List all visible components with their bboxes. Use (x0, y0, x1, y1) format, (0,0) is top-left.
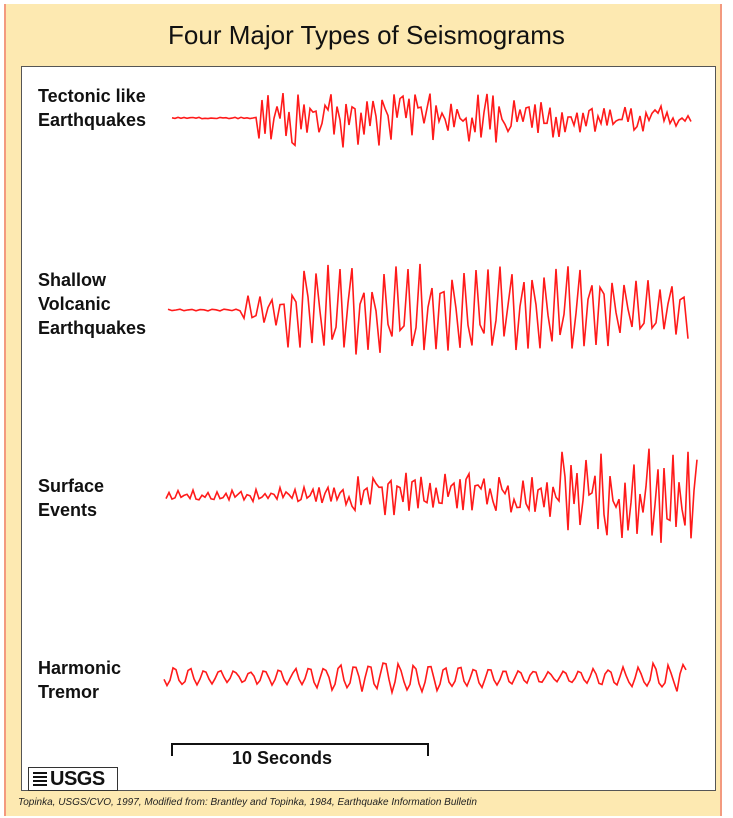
seismogram-panel (21, 66, 716, 791)
seismogram-trace-harmonic-tremor (163, 660, 687, 696)
page-title: Four Major Types of Seismograms (168, 20, 565, 50)
seismogram-trace-tectonic (171, 93, 692, 148)
usgs-logo-icon (33, 772, 47, 786)
row-label-harmonic-tremor: Harmonic Tremor (38, 658, 122, 702)
usgs-logo: USGS (28, 767, 118, 791)
credit-line: Topinka, USGS/CVO, 1997, Modified from: … (18, 797, 477, 808)
row-label-shallow-volcanic: Shallow Volcanic Earthquakes (38, 270, 147, 338)
scale-bar (171, 743, 429, 756)
row-label-surface-events: Surface Events (38, 476, 105, 520)
seismogram-trace-surface-events (165, 448, 698, 543)
scale-bar-label: 10 Seconds (232, 748, 333, 768)
seismogram-trace-shallow-volcanic (167, 263, 689, 355)
row-label-tectonic: Tectonic like Earthquakes (38, 86, 147, 130)
usgs-logo-text: USGS (50, 768, 105, 790)
